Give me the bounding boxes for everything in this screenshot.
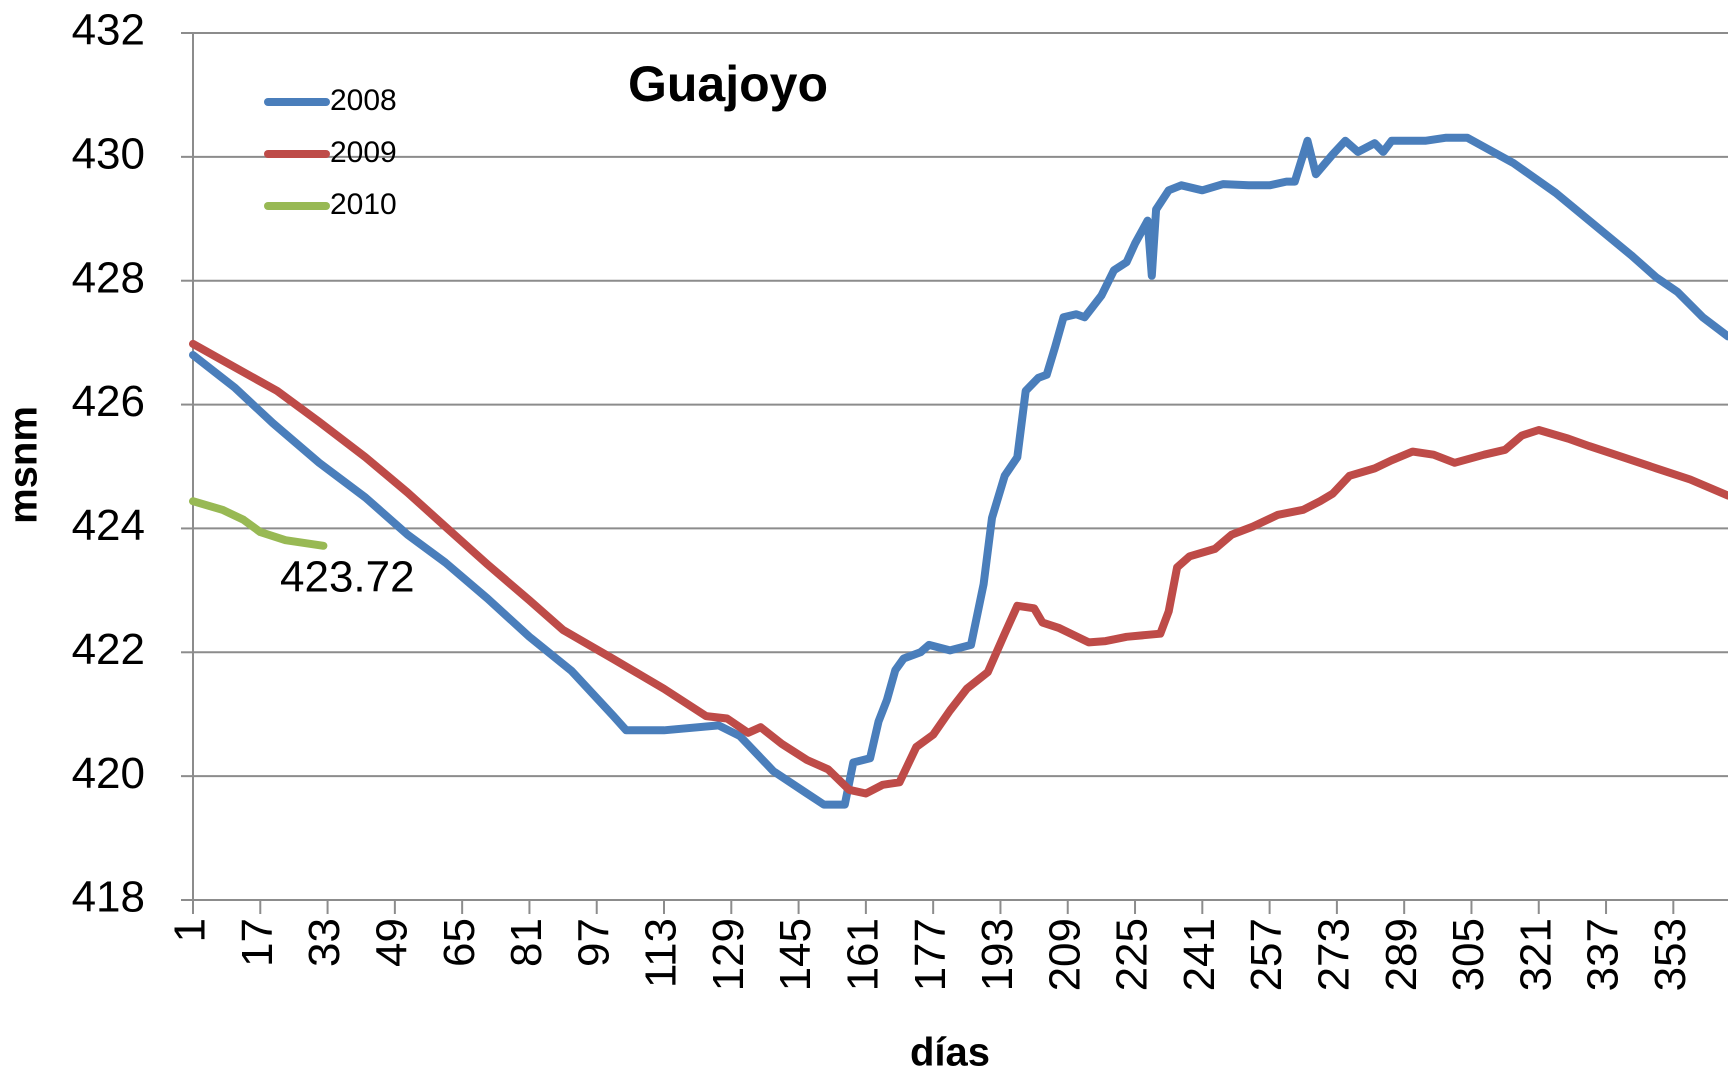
x-tick-label: 97 [569,918,618,967]
legend-label: 2010 [330,188,397,221]
x-tick-label: 161 [839,918,888,991]
x-tick-label: 273 [1310,918,1359,991]
y-tick-label: 426 [72,377,145,426]
x-tick-label: 113 [637,918,686,988]
x-tick-label: 129 [704,918,753,991]
annotation: 423.72 [280,553,415,602]
x-tick-label: 241 [1175,918,1224,991]
series-line [189,497,328,550]
y-tick-label: 420 [72,749,145,798]
x-tick-label: 145 [771,918,820,991]
legend-label: 2009 [330,136,397,169]
x-tick-label: 1 [166,918,215,942]
y-tick-label: 432 [72,6,145,55]
legend-label: 2008 [330,84,397,117]
y-tick-label: 424 [72,501,145,550]
series-line [189,339,1728,798]
x-tick-label: 321 [1511,918,1560,991]
x-tick-label: 65 [435,918,484,967]
y-tick-label: 428 [72,253,145,302]
chart-title: Guajoyo [628,56,828,112]
y-axis-title: msnm [2,406,46,524]
y-tick-label: 418 [72,873,145,922]
x-tick-label: 193 [973,918,1022,991]
x-tick-label: 81 [502,918,551,967]
x-tick-label: 225 [1108,918,1157,991]
x-tick-label: 305 [1444,918,1493,991]
x-tick-label: 209 [1040,918,1089,991]
y-tick-label: 422 [72,625,145,674]
x-tick-label: 353 [1646,918,1695,991]
x-tick-label: 17 [233,918,282,967]
x-tick-label: 177 [906,918,955,991]
x-tick-label: 289 [1377,918,1426,991]
x-axis-title: días [910,1031,990,1075]
x-tick-label: 49 [367,918,416,967]
x-tick-label: 33 [300,918,349,967]
y-tick-label: 430 [72,129,145,178]
series-line [189,133,1728,809]
x-tick-label: 257 [1242,918,1291,991]
x-tick-label: 337 [1579,918,1628,991]
